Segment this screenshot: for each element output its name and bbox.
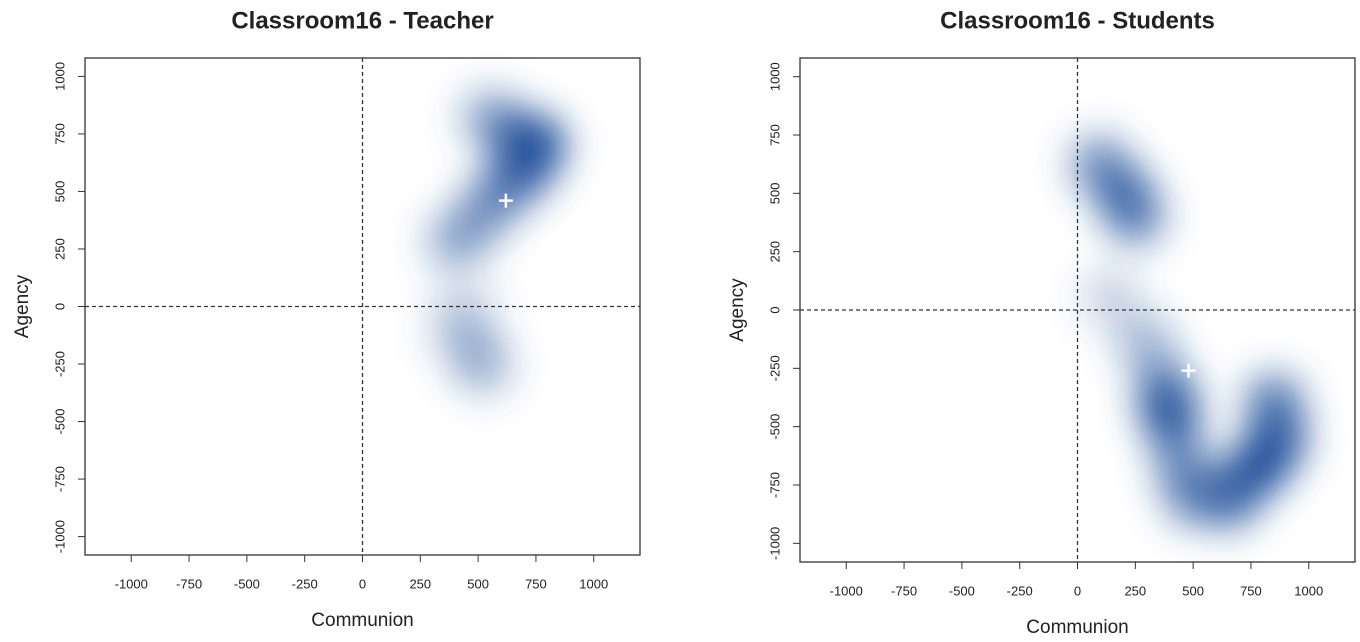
x-tick-label: 750: [525, 576, 547, 591]
x-tick-label: 500: [467, 576, 489, 591]
mean-marker: [498, 193, 513, 208]
density-blob: [1209, 455, 1270, 515]
chart-title: Classroom16 - Students: [940, 7, 1215, 34]
mean-marker: [1181, 363, 1196, 378]
x-tick-label: -250: [1007, 583, 1033, 598]
x-tick-label: -250: [292, 576, 318, 591]
y-tick-label: -250: [52, 351, 67, 377]
x-tick-label: 1000: [579, 576, 608, 591]
y-tick-label: 500: [767, 182, 782, 204]
y-tick-label: -750: [52, 466, 67, 492]
x-tick-label: -500: [234, 576, 260, 591]
x-axis-label: Communion: [1026, 617, 1128, 638]
density-blob: [1135, 361, 1196, 422]
density-layer: [425, 87, 566, 399]
y-tick-label: 750: [767, 124, 782, 146]
y-tick-label: -250: [767, 355, 782, 381]
y-tick-label: 250: [767, 241, 782, 263]
y-tick-label: 500: [52, 181, 67, 203]
y-tick-label: 250: [52, 238, 67, 260]
y-tick-label: -500: [767, 414, 782, 440]
y-axis-label: Agency: [727, 278, 748, 342]
x-tick-label: 1000: [1294, 583, 1323, 598]
y-tick-label: -750: [767, 472, 782, 498]
y-tick-label: 0: [52, 303, 67, 310]
x-tick-label: -1000: [830, 583, 863, 598]
y-axis-label: Agency: [12, 274, 33, 338]
y-tick-label: 0: [767, 306, 782, 313]
density-layer: [1070, 135, 1309, 532]
density-blob: [1248, 408, 1309, 469]
y-tick-label: 750: [52, 123, 67, 145]
x-tick-label: 0: [1074, 583, 1081, 598]
x-tick-label: 500: [1182, 583, 1204, 598]
y-tick-label: -1000: [767, 527, 782, 560]
density-blob: [425, 212, 485, 273]
x-tick-label: 750: [1240, 583, 1262, 598]
x-tick-label: -750: [176, 576, 202, 591]
y-tick-label: 1000: [52, 62, 67, 91]
density-blob: [452, 338, 513, 399]
density-blob: [1105, 186, 1166, 247]
density-blob: [1116, 315, 1177, 375]
x-tick-label: -750: [891, 583, 917, 598]
y-tick-label: 1000: [767, 62, 782, 91]
x-tick-label: -500: [949, 583, 975, 598]
x-tick-label: 250: [409, 576, 431, 591]
x-tick-label: -1000: [115, 576, 148, 591]
x-axis-label: Communion: [311, 610, 413, 631]
y-tick-label: -1000: [52, 520, 67, 553]
density-blob: [1151, 431, 1212, 492]
x-tick-label: 0: [359, 576, 366, 591]
y-tick-label: -500: [52, 409, 67, 435]
x-tick-label: 250: [1124, 583, 1146, 598]
chart-title: Classroom16 - Teacher: [231, 7, 493, 34]
density-blob: [459, 87, 520, 148]
density-blob: [1082, 268, 1143, 329]
